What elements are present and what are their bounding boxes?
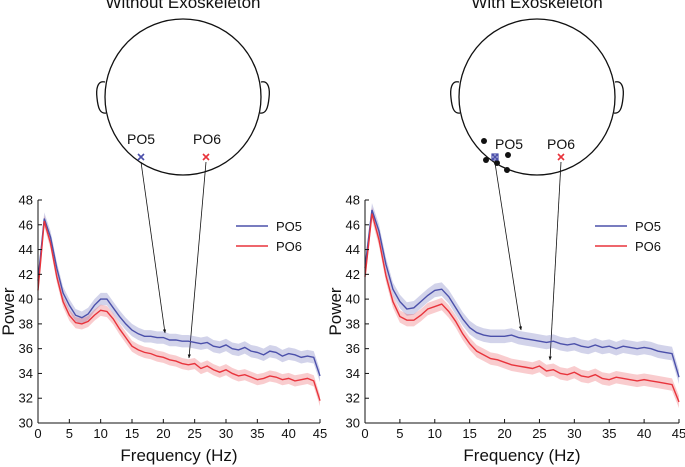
y-tick-label: 46 xyxy=(19,217,33,232)
y-tick-label: 34 xyxy=(19,366,33,381)
y-axis-label: Power xyxy=(0,287,18,336)
y-tick-label: 36 xyxy=(19,341,33,356)
error-band xyxy=(365,207,679,409)
panel-title: With Exoskeleton xyxy=(471,0,602,12)
x-tick-label: 10 xyxy=(93,426,107,441)
electrode-label: PO5 xyxy=(495,136,523,152)
y-tick-label: 46 xyxy=(346,217,360,232)
x-tick-label: 30 xyxy=(567,426,581,441)
x-tick-label: 35 xyxy=(250,426,264,441)
y-tick-label: 32 xyxy=(346,391,360,406)
y-tick-label: 40 xyxy=(346,292,360,307)
legend-label: PO6 xyxy=(276,239,302,254)
x-tick-label: 45 xyxy=(672,426,685,441)
legend-label: PO6 xyxy=(635,239,661,254)
legend-box xyxy=(589,212,677,260)
x-tick-label: 5 xyxy=(66,426,73,441)
y-tick-label: 34 xyxy=(346,366,360,381)
plot: 30 32 34 36 38 40 42 44 46 48 0 5 10 15 20 25 30 35 40 45 Fr… xyxy=(326,193,685,466)
y-tick-label: 44 xyxy=(346,242,360,257)
head-left: Without Exoskeleton PO5 PO6 xyxy=(96,0,270,359)
x-tick-label: 20 xyxy=(497,426,511,441)
x-tick-label: 30 xyxy=(219,426,233,441)
head-right: With Exoskeleton PO5 PO6 xyxy=(450,0,624,361)
y-tick-label: 42 xyxy=(19,267,33,282)
x-tick-label: 15 xyxy=(125,426,139,441)
electrode-label: PO6 xyxy=(547,136,575,152)
electrode-label: PO5 xyxy=(127,131,155,147)
series-line xyxy=(364,213,680,403)
series-line xyxy=(364,209,680,378)
series-line xyxy=(37,218,321,377)
x-axis-label: Frequency (Hz) xyxy=(120,446,237,465)
y-tick-label: 32 xyxy=(19,391,33,406)
x-tick-label: 5 xyxy=(396,426,403,441)
error-band xyxy=(365,203,679,384)
x-tick-label: 25 xyxy=(532,426,546,441)
y-tick-label: 38 xyxy=(19,316,33,331)
x-tick-label: 10 xyxy=(428,426,442,441)
error-band xyxy=(38,215,320,407)
y-axis-label: Power xyxy=(326,287,345,336)
y-tick-label: 30 xyxy=(346,416,360,431)
y-tick-label: 48 xyxy=(346,193,360,208)
x-tick-label: 25 xyxy=(187,426,201,441)
y-tick-label: 36 xyxy=(346,341,360,356)
x-axis-label: Frequency (Hz) xyxy=(463,446,580,465)
y-tick-label: 38 xyxy=(346,316,360,331)
x-tick-label: 20 xyxy=(156,426,170,441)
series-line xyxy=(37,220,321,401)
x-tick-label: 35 xyxy=(602,426,616,441)
y-tick-label: 40 xyxy=(19,292,33,307)
x-tick-label: 40 xyxy=(281,426,295,441)
y-tick-label: 48 xyxy=(19,193,33,208)
y-tick-label: 42 xyxy=(346,267,360,282)
legend-label: PO5 xyxy=(635,219,661,234)
x-tick-label: 15 xyxy=(462,426,476,441)
x-tick-label: 40 xyxy=(637,426,651,441)
y-tick-label: 44 xyxy=(19,242,33,257)
x-tick-label: 0 xyxy=(361,426,368,441)
legend-label: PO5 xyxy=(276,219,302,234)
electrode-label: PO6 xyxy=(193,131,221,147)
y-tick-label: 30 xyxy=(19,416,33,431)
panel-title: Without Exoskeleton xyxy=(106,0,261,12)
x-tick-label: 45 xyxy=(313,426,327,441)
plot: 30 32 34 36 38 40 42 44 46 48 0 5 10 15 20 25 30 35 40 45 Fr… xyxy=(0,193,327,466)
legend-box xyxy=(230,212,318,260)
x-tick-label: 0 xyxy=(34,426,41,441)
